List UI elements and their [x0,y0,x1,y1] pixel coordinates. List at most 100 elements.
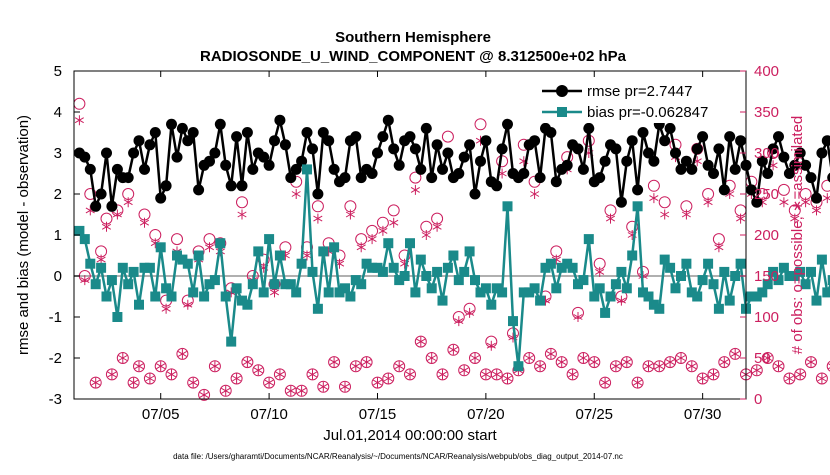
rmse-point [258,151,270,163]
bias-point [426,283,437,294]
bias-point [237,295,247,306]
rmse-point [193,184,205,196]
assimilated-marker [291,189,301,199]
bias-point [79,234,90,245]
rmse-point [811,192,822,204]
bias-point [432,266,443,277]
possible-marker [485,335,498,348]
assimilated-marker [145,373,155,384]
rmse-point [783,168,795,179]
rmse-point [269,135,280,147]
bias-point [573,279,583,290]
assimilated-marker [242,357,252,368]
bias-point [274,250,285,261]
possible-marker [414,335,427,348]
possible-marker [344,200,357,213]
possible-marker [138,208,151,221]
rmse-point [491,180,503,192]
possible-marker [821,179,830,192]
y-axis-label: rmse and bias (model - observation) [15,115,32,355]
rmse-point [729,163,741,175]
bias-point [405,238,415,249]
bias-point [735,258,746,269]
assimilated-marker [605,213,616,224]
possible-marker [447,343,460,356]
assimilated-marker [676,353,686,363]
bias-point [583,234,594,245]
bias-point [589,291,600,302]
rmse-point [561,159,573,171]
x-tick-label: 07/30 [684,406,722,423]
assimilated-marker [448,344,458,355]
possible-marker [360,356,373,369]
assimilated-marker [481,369,491,380]
rmse-point [166,118,177,130]
assimilated-marker [161,303,171,314]
possible-marker [105,368,118,381]
rmse-point [139,163,150,175]
assimilated-marker [307,369,318,380]
rmse-point [220,159,232,171]
assimilated-marker [470,353,480,363]
possible-marker [707,368,720,381]
y-tick-label: 2 [54,186,62,203]
rmse-point [241,127,253,138]
rmse-point [637,127,649,138]
bias-point [312,303,323,314]
assimilated-marker [188,377,198,388]
assimilated-marker [806,357,816,368]
rmse-point [187,127,199,138]
rmse-point [84,163,96,175]
assimilated-marker [633,377,643,388]
rmse-point [355,172,367,184]
bias-point [545,258,556,269]
possible-marker [523,352,536,364]
bias-point [242,299,253,310]
bias-point [410,287,421,298]
bias-point [193,250,204,261]
assimilated-marker [795,369,805,380]
x-tick-label: 07/20 [467,406,505,423]
bias-point [318,246,329,257]
rmse-point [372,147,383,159]
assimilated-marker [752,365,762,376]
rmse-point [350,131,362,143]
possible-marker [534,360,547,373]
rmse-point [778,151,790,163]
rmse-point [285,172,297,184]
bias-point [101,291,112,302]
assimilated-marker [502,373,513,384]
rmse-point [79,151,91,163]
assimilated-marker [616,295,626,306]
rmse-point [773,131,784,143]
rmse-point [420,122,432,134]
assimilated-marker [643,361,654,372]
assimilated-marker [714,242,724,253]
assimilated-marker [578,353,588,363]
possible-marker [328,356,341,369]
assimilated-marker [156,361,166,372]
possible-marker [95,245,108,258]
assimilated-marker [595,266,605,277]
rmse-point [111,163,123,175]
assimilated-marker [232,373,242,384]
possible-marker [143,372,156,385]
assimilated-marker [80,275,90,286]
bias-point [800,279,811,290]
assimilated-marker [286,385,296,396]
rmse-point [594,172,606,184]
rmse-point [90,200,102,212]
rmse-point [225,180,237,192]
possible-marker [376,216,389,229]
assimilated-marker [801,197,811,208]
x-tick-label: 07/25 [575,406,613,423]
possible-marker [658,196,671,209]
rmse-point [475,155,486,167]
assimilated-marker [237,209,247,220]
bias-point [827,275,830,286]
bias-point [329,242,340,253]
assimilated-marker [389,217,399,228]
bias-point [345,291,356,302]
bias-point [497,287,508,298]
rmse-point [615,196,627,208]
